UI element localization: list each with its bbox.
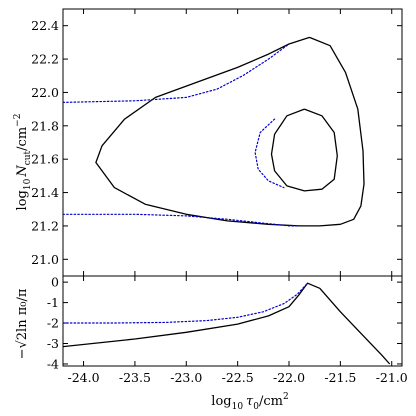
x-tick-label: -23.0 <box>170 370 202 385</box>
bottom-panel-frame <box>62 275 403 367</box>
bottom-series-solid-line <box>63 282 391 365</box>
top-series <box>63 36 365 227</box>
bottom-panel: 0 -1 -2 -3 -4 -24.0 -23.5 -23.0 -22.5 -22.0 -21.5… <box>47 275 408 385</box>
top-y-tick-label: 22.4 <box>31 18 59 33</box>
x-tick-label: -24.0 <box>68 370 100 385</box>
x-tick-label: -21.0 <box>376 370 408 385</box>
top-series-dotted-line <box>63 213 300 227</box>
top-y-axis-label: log10Ncut/cm−2 <box>13 114 33 211</box>
top-series-dotted-line <box>63 43 290 103</box>
bottom-series-dotted-line <box>63 282 309 324</box>
top-series-dotted-line <box>254 118 285 189</box>
top-panel-frame <box>62 8 403 277</box>
bottom-x-ticks: -24.0 -23.5 -23.0 -22.5 -22.0 -21.5 -21.0 <box>68 276 408 385</box>
bottom-y-tick-label: -1 <box>47 295 59 310</box>
bottom-y-tick-label: 0 <box>51 275 59 290</box>
top-y-tick-label: 21.4 <box>31 185 59 200</box>
top-y-tick-label: 21.8 <box>31 118 59 133</box>
top-series-solid-line <box>270 108 338 192</box>
bottom-series <box>63 282 391 365</box>
x-tick-label: -21.5 <box>324 370 356 385</box>
bottom-y-axis-label: −√2ln π₀/π <box>15 288 30 359</box>
top-y-tick-label: 21.0 <box>31 252 59 267</box>
x-tick-label: -23.5 <box>119 370 151 385</box>
bottom-y-tick-label: -2 <box>47 316 59 331</box>
top-y-ticks: 21.0 21.2 21.4 21.6 21.8 22.0 22.2 22.4 <box>31 9 402 276</box>
top-y-tick-label: 22.2 <box>31 52 59 67</box>
x-tick-label: -22.0 <box>273 370 305 385</box>
top-series-solid-line <box>95 36 365 227</box>
top-y-tick-label: 21.2 <box>31 218 59 233</box>
x-axis-label: log10 τ0/cm2 <box>211 392 288 412</box>
bottom-y-tick-label: -3 <box>47 336 59 351</box>
x-tick-label: -22.5 <box>222 370 254 385</box>
top-y-tick-label: 21.6 <box>31 152 59 167</box>
top-y-tick-label: 22.0 <box>31 85 59 100</box>
bottom-y-tick-label: -4 <box>47 356 59 371</box>
top-panel: 21.0 21.2 21.4 21.6 21.8 22.0 22.2 22.4 <box>31 8 403 277</box>
